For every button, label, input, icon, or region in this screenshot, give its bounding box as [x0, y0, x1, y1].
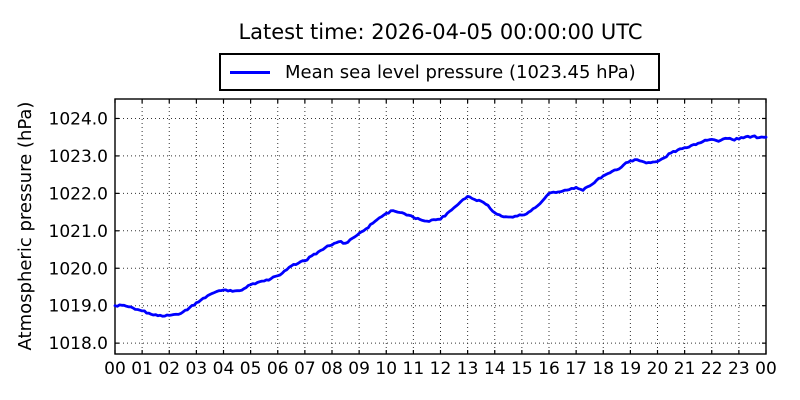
y-tick-label: 1020.0 [49, 259, 108, 279]
y-tick-label: 1019.0 [49, 297, 108, 317]
x-tick-label: 01 [131, 359, 153, 379]
x-tick-label: 22 [701, 359, 723, 379]
pressure-line [113, 134, 768, 318]
x-tick-label: 05 [240, 359, 262, 379]
legend: Mean sea level pressure (1023.45 hPa) [219, 53, 660, 91]
y-tick-label: 1021.0 [49, 222, 108, 242]
x-tick-label: 15 [511, 359, 533, 379]
x-tick-label: 04 [213, 359, 235, 379]
x-tick-label: 09 [348, 359, 370, 379]
x-tick-label: 12 [430, 359, 452, 379]
y-tick-label: 1023.0 [49, 147, 108, 167]
x-tick-label: 20 [647, 359, 669, 379]
x-tick-label: 11 [403, 359, 425, 379]
x-tick-label: 19 [620, 359, 642, 379]
x-tick-label: 00 [755, 359, 777, 379]
y-tick-label: 1018.0 [49, 334, 108, 354]
y-tick-label: 1024.0 [49, 109, 108, 129]
x-tick-label: 23 [728, 359, 750, 379]
y-tick-label: 1022.0 [49, 184, 108, 204]
x-tick-label: 17 [565, 359, 587, 379]
x-tick-label: 13 [457, 359, 479, 379]
legend-line-swatch [230, 70, 270, 74]
x-tick-label: 07 [294, 359, 316, 379]
x-tick-label: 10 [375, 359, 397, 379]
x-tick-label: 21 [674, 359, 696, 379]
y-axis-label: Atmospheric pressure (hPa) [15, 102, 36, 351]
x-tick-label: 08 [321, 359, 343, 379]
x-tick-label: 00 [104, 359, 126, 379]
x-tick-label: 16 [538, 359, 560, 379]
x-tick-label: 14 [484, 359, 506, 379]
legend-label: Mean sea level pressure (1023.45 hPa) [285, 61, 636, 83]
x-tick-label: 06 [267, 359, 289, 379]
x-tick-label: 03 [186, 359, 208, 379]
x-tick-label: 02 [158, 359, 180, 379]
x-tick-label: 18 [592, 359, 614, 379]
chart-title: Latest time: 2026-04-05 00:00:00 UTC [238, 20, 643, 44]
